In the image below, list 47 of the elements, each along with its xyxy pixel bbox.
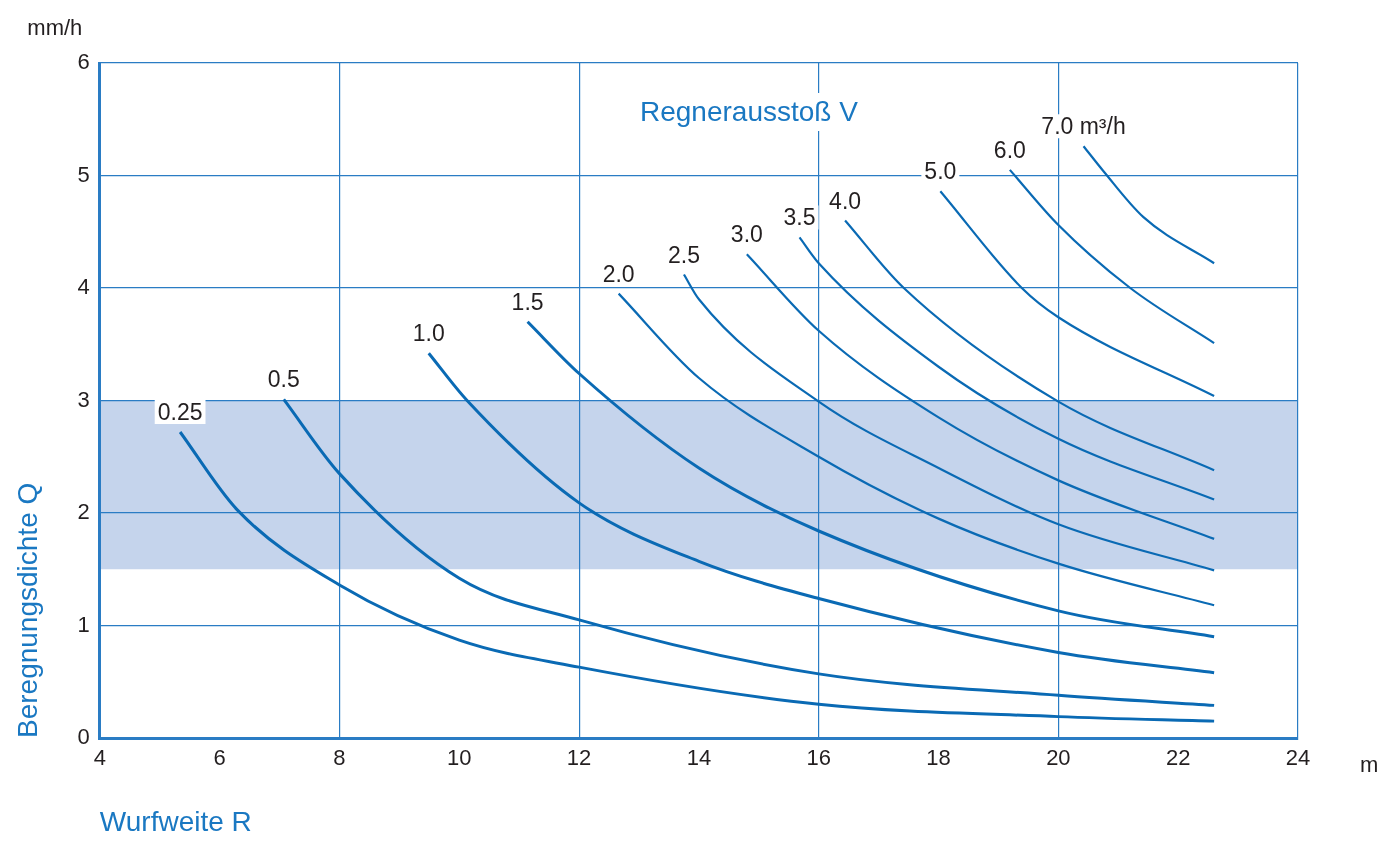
x-tick-label: 16	[806, 745, 831, 771]
x-tick-label: 8	[333, 745, 346, 771]
x-tick-label: 6	[213, 745, 226, 771]
series-label: 1.5	[511, 288, 544, 315]
y-tick-label: 2	[77, 499, 90, 525]
series-label: 4.0	[829, 187, 862, 214]
y-tick-label: 6	[77, 49, 90, 75]
y-tick-label: 5	[77, 161, 90, 187]
series-label: 2.5	[667, 241, 700, 268]
series-label: 2.0	[602, 260, 635, 287]
x-tick-label: 20	[1046, 745, 1071, 771]
y-tick-label: 0	[77, 724, 90, 750]
line-series	[1008, 168, 1216, 345]
line-series	[843, 219, 1216, 472]
x-tick-label: 24	[1285, 745, 1311, 771]
line-series	[282, 397, 1216, 707]
x-tick-label: 4	[93, 745, 106, 771]
series-label: 3.0	[730, 221, 763, 248]
series-label: 0.25	[157, 399, 203, 425]
text: m	[1360, 752, 1379, 777]
series-label: 1.0	[412, 320, 445, 347]
text: Regnerausstoß V	[639, 96, 859, 127]
line-series	[1082, 145, 1216, 265]
line-series	[617, 292, 1216, 607]
line-series	[745, 253, 1216, 540]
x-tick-label: 12	[566, 745, 592, 771]
y-axis-title: Beregnungsdichte Q	[11, 482, 43, 738]
x-tick-label: 18	[926, 745, 951, 771]
line-series	[178, 430, 1216, 723]
line-series	[427, 351, 1216, 675]
series-label: 0.5	[267, 366, 300, 393]
line-series	[682, 273, 1216, 572]
x-tick-label: 10	[447, 745, 472, 771]
series-label: 3.5	[783, 204, 816, 231]
line-series	[526, 320, 1216, 639]
y-tick-label: 3	[77, 386, 90, 412]
x-tick-label: 22	[1165, 745, 1191, 771]
series-label: 7.0 m³/h	[1041, 113, 1126, 140]
line-series	[798, 236, 1216, 501]
y-tick-label: 4	[77, 274, 90, 300]
series-label: 6.0	[993, 136, 1026, 163]
y-tick-label: 1	[77, 611, 90, 637]
series-label: 5.0	[924, 158, 957, 185]
text: mm/h	[27, 15, 83, 40]
x-axis-title: Wurfweite R	[99, 805, 252, 837]
line-series	[939, 190, 1216, 398]
x-tick-label: 14	[686, 745, 712, 771]
